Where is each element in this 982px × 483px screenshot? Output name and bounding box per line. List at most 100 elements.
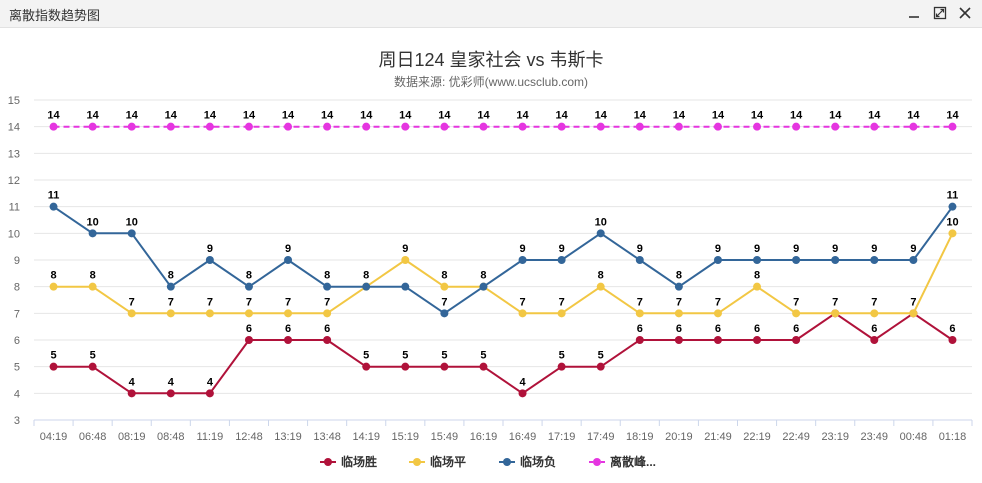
data-point[interactable] [635,309,644,318]
data-point[interactable] [49,362,58,371]
data-point[interactable] [557,256,566,264]
data-point[interactable] [479,122,488,131]
data-point[interactable] [948,122,957,131]
data-point[interactable] [49,202,58,211]
data-point[interactable] [166,282,175,291]
data-point[interactable] [284,256,293,264]
maximize-icon[interactable] [932,5,948,21]
legend-item[interactable]: 离散峰... [589,454,656,469]
data-point[interactable] [870,336,879,344]
data-point[interactable] [909,256,918,264]
data-point[interactable] [244,336,253,344]
data-point[interactable] [205,122,214,131]
data-point[interactable] [284,336,293,344]
data-point[interactable] [674,122,683,131]
data-point[interactable] [635,256,644,264]
data-point[interactable] [323,122,332,131]
data-point[interactable] [362,362,371,371]
data-point[interactable] [166,122,175,131]
data-point[interactable] [362,282,371,291]
data-point[interactable] [674,282,683,291]
data-point[interactable] [323,309,332,318]
data-point[interactable] [284,122,293,131]
legend-item[interactable]: 临场负 [499,454,556,469]
data-point[interactable] [127,229,136,238]
data-point[interactable] [205,309,214,318]
data-point[interactable] [635,336,644,344]
data-point[interactable] [49,282,58,291]
data-point[interactable] [909,309,918,318]
data-point[interactable] [831,309,840,318]
data-point[interactable] [244,282,253,291]
data-point[interactable] [244,122,253,131]
data-point[interactable] [713,336,722,344]
data-point[interactable] [792,336,801,344]
data-point[interactable] [557,362,566,371]
data-point[interactable] [440,309,449,318]
data-point[interactable] [88,122,97,131]
data-point[interactable] [479,362,488,371]
data-point[interactable] [88,229,97,238]
data-point[interactable] [205,256,214,264]
data-point[interactable] [127,122,136,131]
data-point[interactable] [753,122,762,131]
data-point[interactable] [205,389,214,398]
data-point[interactable] [753,282,762,291]
data-point[interactable] [557,309,566,318]
data-point[interactable] [479,282,488,291]
data-label: 14 [751,110,764,122]
data-point[interactable] [362,122,371,131]
data-point[interactable] [323,282,332,291]
legend-item[interactable]: 临场胜 [320,454,377,469]
data-point[interactable] [909,122,918,131]
data-point[interactable] [401,362,410,371]
data-point[interactable] [166,389,175,398]
data-point[interactable] [88,282,97,291]
data-point[interactable] [674,336,683,344]
data-point[interactable] [440,282,449,291]
data-point[interactable] [948,229,957,238]
data-point[interactable] [870,256,879,264]
data-point[interactable] [635,122,644,131]
data-point[interactable] [518,256,527,264]
data-point[interactable] [831,122,840,131]
data-point[interactable] [127,389,136,398]
data-point[interactable] [674,309,683,318]
legend-item[interactable]: 临场平 [409,454,466,469]
data-point[interactable] [518,309,527,318]
data-point[interactable] [440,362,449,371]
data-point[interactable] [401,122,410,131]
data-point[interactable] [323,336,332,344]
data-point[interactable] [792,122,801,131]
data-point[interactable] [88,362,97,371]
data-point[interactable] [870,122,879,131]
data-point[interactable] [870,309,879,318]
close-icon[interactable] [957,5,973,21]
data-point[interactable] [166,309,175,318]
data-point[interactable] [792,256,801,264]
data-point[interactable] [401,256,410,264]
data-point[interactable] [49,122,58,131]
data-point[interactable] [596,122,605,131]
data-point[interactable] [713,256,722,264]
minimize-icon[interactable] [906,5,922,21]
data-point[interactable] [596,362,605,371]
data-point[interactable] [713,122,722,131]
data-point[interactable] [596,282,605,291]
data-point[interactable] [244,309,253,318]
data-point[interactable] [948,202,957,211]
data-point[interactable] [518,122,527,131]
data-point[interactable] [713,309,722,318]
data-point[interactable] [518,389,527,398]
data-point[interactable] [284,309,293,318]
data-point[interactable] [440,122,449,131]
data-point[interactable] [948,336,957,344]
data-point[interactable] [401,282,410,291]
data-point[interactable] [792,309,801,318]
data-point[interactable] [557,122,566,131]
data-point[interactable] [753,256,762,264]
data-point[interactable] [753,336,762,344]
data-point[interactable] [127,309,136,318]
data-point[interactable] [831,256,840,264]
data-point[interactable] [596,229,605,238]
